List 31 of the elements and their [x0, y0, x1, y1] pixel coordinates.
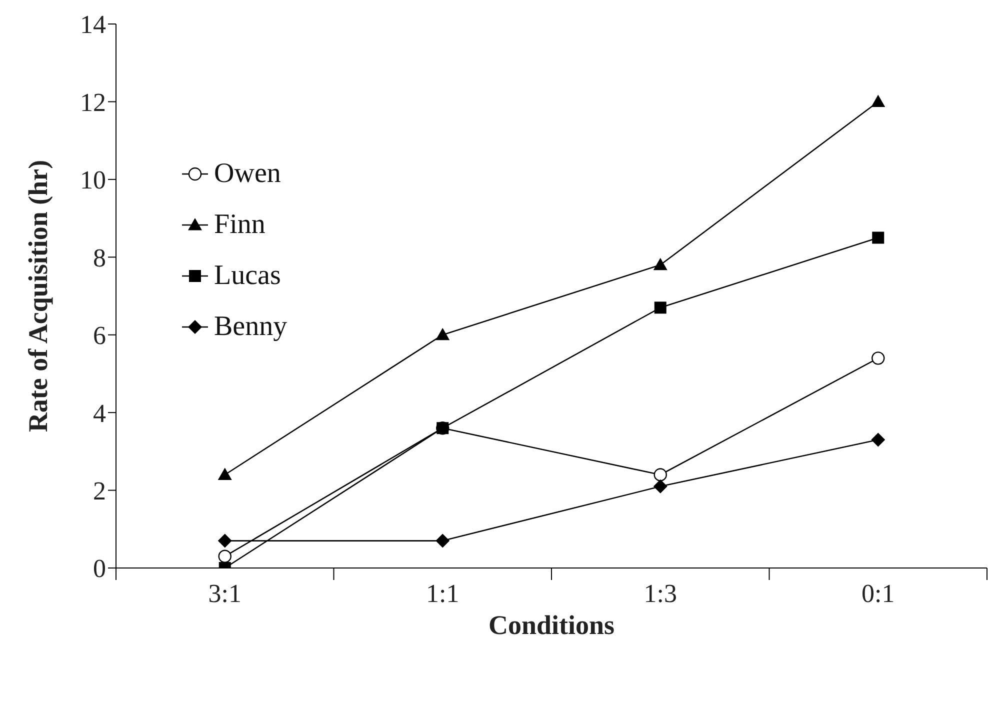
point: [872, 352, 885, 365]
point: [218, 534, 232, 548]
point: [218, 550, 232, 563]
point: [654, 302, 666, 314]
legend-label: Finn: [214, 208, 266, 240]
y-tick-label: 14: [80, 10, 106, 40]
y-tick-label: 10: [80, 166, 106, 195]
x-axis-title: Conditions: [488, 610, 615, 640]
point: [871, 94, 886, 107]
y-tick-label: 6: [93, 321, 106, 350]
y-tick-label: 12: [80, 88, 106, 117]
point: [871, 432, 886, 447]
y-tick-label: 8: [93, 243, 106, 272]
y-tick-label: 4: [93, 398, 106, 428]
point: [436, 328, 450, 340]
x-tick-label: 1:3: [644, 579, 677, 608]
x-tick-label: 0:1: [862, 579, 895, 608]
point: [653, 479, 668, 494]
legend-label: Benny: [214, 310, 288, 342]
legend-label: Owen: [214, 158, 281, 190]
x-tick-label: 1:1: [426, 579, 460, 608]
x-tick-label: 3:1: [208, 579, 242, 608]
y-tick-label: 2: [93, 476, 106, 506]
point: [654, 468, 667, 482]
point: [653, 258, 668, 270]
y-axis-title: Rate of Acquisition (hr): [23, 160, 53, 432]
point: [436, 534, 450, 548]
legend-label: Lucas: [214, 260, 281, 292]
y-tick-label: 0: [93, 554, 106, 584]
point: [872, 232, 884, 244]
point: [218, 468, 232, 480]
